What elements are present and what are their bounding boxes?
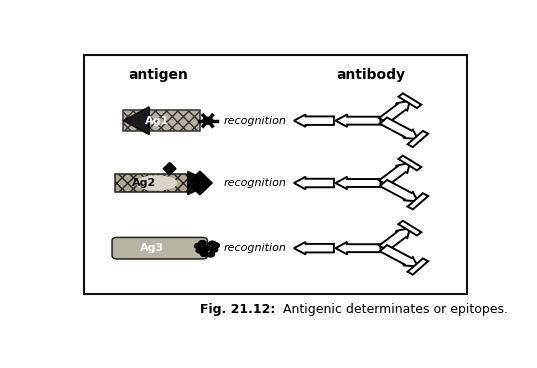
Bar [84,56,467,294]
Polygon shape [294,242,334,254]
Polygon shape [188,171,212,195]
Circle shape [203,117,213,124]
Text: recognition: recognition [223,178,286,188]
Circle shape [194,243,202,248]
Circle shape [196,248,204,253]
Polygon shape [124,107,149,135]
Polygon shape [380,245,418,266]
Bar [124,110,200,131]
Circle shape [200,251,208,256]
Polygon shape [336,114,381,127]
Polygon shape [398,221,422,236]
Polygon shape [379,228,410,251]
Circle shape [207,252,214,257]
Text: Ag3: Ag3 [140,243,164,253]
Text: antigen: antigen [129,68,188,82]
Polygon shape [379,163,410,186]
Text: antibody: antibody [337,68,405,82]
Polygon shape [163,162,176,175]
Bar [124,110,200,131]
Polygon shape [336,242,381,254]
Circle shape [208,241,216,246]
Polygon shape [408,131,428,147]
Polygon shape [398,93,422,108]
Polygon shape [380,180,418,201]
Text: Ag1: Ag1 [144,116,169,125]
FancyBboxPatch shape [112,237,207,259]
Polygon shape [379,101,410,123]
Polygon shape [380,117,418,139]
Polygon shape [187,171,212,195]
Polygon shape [294,177,334,189]
Circle shape [212,243,220,248]
Text: Ag2: Ag2 [132,178,156,188]
Polygon shape [408,193,428,209]
Ellipse shape [136,175,177,191]
Polygon shape [408,258,428,275]
Text: recognition: recognition [223,116,286,125]
Circle shape [203,245,211,251]
Polygon shape [336,177,381,189]
Text: Fig. 21.12:: Fig. 21.12: [200,302,275,316]
Circle shape [199,241,206,245]
Polygon shape [398,156,422,170]
Text: recognition: recognition [223,243,286,253]
Bar [115,174,188,192]
Text: Antigenic determinates or epitopes.: Antigenic determinates or epitopes. [275,302,508,316]
Circle shape [211,247,218,252]
Bar [115,174,188,192]
Polygon shape [294,114,334,127]
